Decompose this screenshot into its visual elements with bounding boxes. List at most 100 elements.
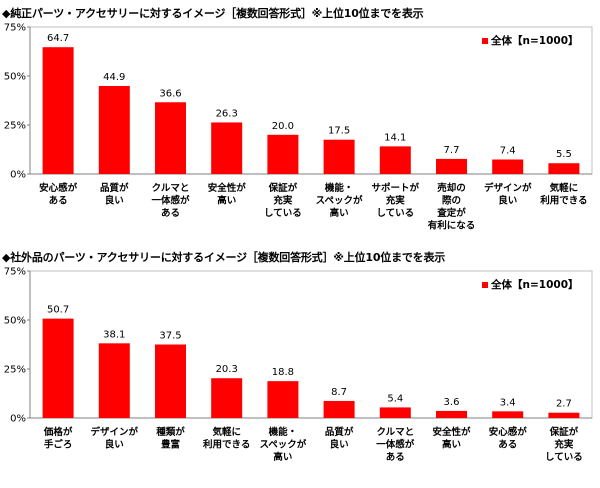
bar [267, 134, 299, 174]
category-label: 充実 [386, 195, 406, 207]
category-label: 気軽に [550, 182, 579, 194]
data-label: 2.7 [556, 399, 572, 410]
legend-swatch [482, 38, 488, 44]
category-label: サポートが [372, 182, 420, 194]
category-label: クルマと [376, 427, 414, 438]
category-label: 豊富 [161, 439, 180, 451]
data-label: 64.7 [47, 33, 69, 44]
category-label: 有利になる [428, 220, 476, 232]
data-label: 8.7 [331, 387, 347, 398]
data-label: 5.4 [387, 393, 403, 404]
category-label: スペックが [316, 195, 363, 207]
bar [548, 412, 580, 418]
category-label: 良い [498, 195, 517, 207]
data-label: 38.1 [103, 329, 125, 340]
category-label: 価格が [43, 426, 73, 438]
category-label: 安全性が [432, 426, 471, 438]
category-label: 手ごろ [44, 439, 73, 451]
category-label: 機能・ [325, 182, 354, 194]
bar [323, 139, 355, 174]
bar [211, 122, 243, 174]
category-label: 一体感が [376, 439, 415, 451]
category-label: 安心感が [489, 426, 528, 438]
bar [211, 378, 243, 418]
bar [379, 146, 411, 174]
data-label: 5.5 [556, 149, 572, 160]
data-label: 44.9 [103, 72, 125, 83]
bar [323, 400, 355, 418]
data-label: 7.4 [500, 145, 516, 156]
data-label: 17.5 [328, 126, 350, 137]
y-tick-label: 75% [4, 23, 26, 34]
data-label: 37.5 [159, 331, 181, 342]
category-label: 気軽に [212, 426, 241, 438]
bar [492, 411, 524, 418]
category-label: 良い [330, 439, 349, 451]
bar [267, 381, 299, 418]
category-label: スペックが [259, 439, 306, 451]
bar [548, 163, 580, 174]
category-label: 高い [217, 195, 236, 207]
data-label: 18.8 [272, 367, 294, 378]
category-label: ある [498, 439, 517, 451]
bar [42, 47, 74, 174]
data-label: 3.4 [500, 397, 516, 408]
category-label: している [545, 452, 583, 463]
data-label: 20.3 [216, 364, 238, 375]
bar [98, 343, 130, 418]
bar [492, 159, 524, 174]
category-label: ある [49, 195, 68, 207]
bar [436, 158, 467, 174]
category-label: 品質が [100, 182, 129, 194]
bar [98, 85, 130, 174]
y-tick-label: 25% [4, 365, 26, 376]
category-label: ある [161, 207, 180, 219]
category-label: デザインが [91, 426, 139, 438]
category-label: 保証が [549, 426, 579, 438]
bar [42, 318, 74, 418]
chart-aftermarket-parts: ◆社外品のパーツ・アクセサリーに対するイメージ［複数回答形式］※上位10位までを… [0, 244, 600, 488]
legend-label: 全体【n=1000】 [490, 278, 579, 291]
chart-title: ◆純正パーツ・アクセサリーに対するイメージ［複数回答形式］※上位10位までを表示 [2, 7, 424, 20]
chart-title: ◆社外品のパーツ・アクセサリーに対するイメージ［複数回答形式］※上位10位までを… [2, 251, 446, 264]
category-label: 良い [105, 439, 124, 451]
legend-label: 全体【n=1000】 [490, 34, 579, 47]
category-label: 利用できる [202, 439, 250, 451]
data-label: 36.6 [159, 88, 181, 99]
y-tick-label: 75% [4, 267, 26, 278]
bar [436, 410, 467, 418]
bar [379, 407, 411, 418]
category-label: 利用できる [539, 195, 587, 207]
category-label: 高い [330, 207, 349, 219]
category-label: 一体感が [151, 195, 190, 207]
category-label: 良い [105, 195, 124, 207]
bar [155, 344, 186, 418]
category-label: 安心感が [39, 182, 78, 194]
data-label: 26.3 [216, 108, 238, 119]
y-tick-label: 50% [4, 72, 26, 83]
category-label: 機能・ [269, 426, 298, 438]
category-label: クルマと [152, 183, 190, 194]
category-label: ある [386, 451, 405, 463]
category-label: している [376, 208, 414, 219]
category-label: 充実 [554, 439, 574, 451]
data-label: 3.6 [444, 397, 460, 408]
category-label: 売却の [437, 182, 466, 194]
legend-swatch [482, 282, 488, 288]
y-tick-label: 50% [4, 316, 26, 327]
category-label: 安全性が [208, 182, 247, 194]
category-label: 高い [442, 439, 461, 451]
data-label: 14.1 [384, 132, 406, 143]
category-label: 査定が [436, 207, 466, 219]
y-tick-label: 0% [10, 414, 26, 425]
category-label: 保証が [268, 182, 298, 194]
y-tick-label: 25% [4, 121, 26, 132]
bar [155, 102, 186, 174]
y-tick-label: 0% [10, 170, 26, 181]
category-label: 品質が [325, 426, 354, 438]
category-label: 種類が [156, 426, 185, 438]
chart-genuine-parts: ◆純正パーツ・アクセサリーに対するイメージ［複数回答形式］※上位10位までを表示… [2, 7, 593, 232]
data-label: 20.0 [272, 121, 294, 132]
